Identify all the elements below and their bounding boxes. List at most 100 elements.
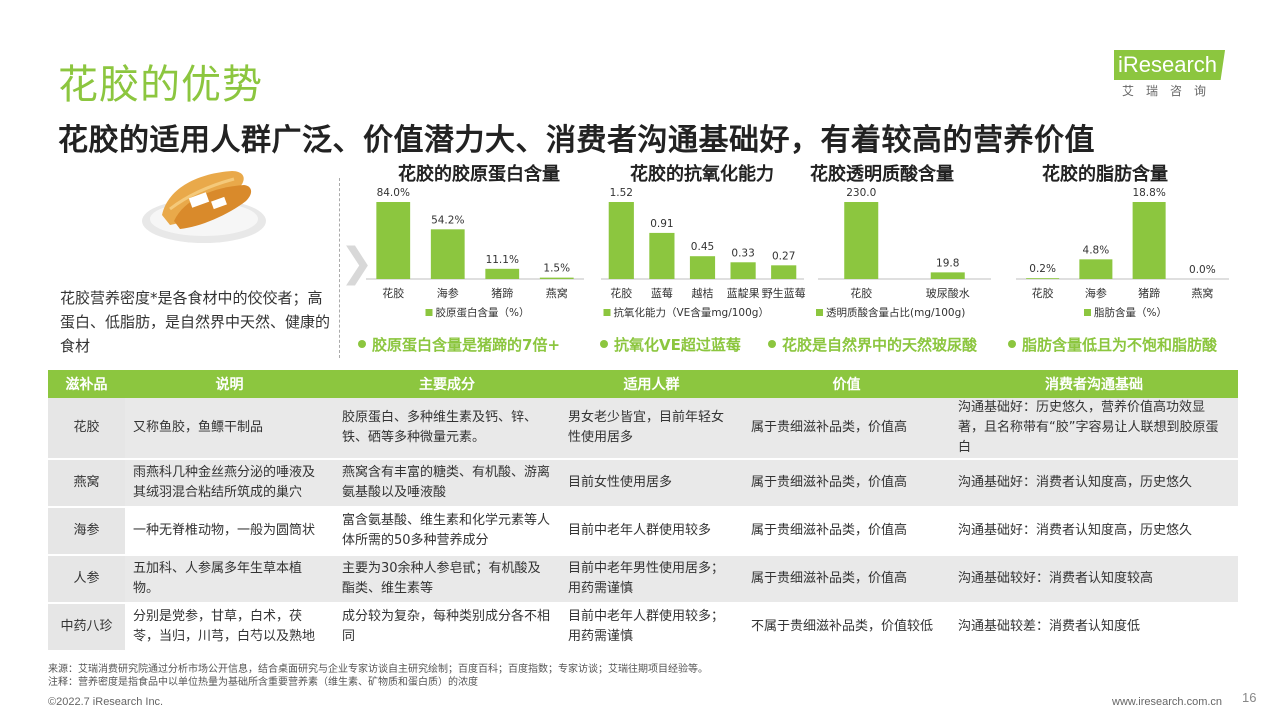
- table-cell: 花胶: [48, 398, 125, 460]
- table-cell: 目前中老年人群使用较多: [560, 507, 743, 556]
- column-header: 主要成分: [334, 370, 560, 398]
- table-header-row: 滋补品 说明 主要成分 适用人群 价值 消费者沟通基础: [48, 370, 1238, 398]
- table-cell: 目前中老年人群使用较多；用药需谨慎: [560, 603, 743, 652]
- legend-swatch: [1084, 309, 1091, 316]
- category-label: 花胶: [610, 286, 632, 300]
- column-header: 适用人群: [560, 370, 743, 398]
- table-cell: 属于贵细滋补品类，价值高: [743, 507, 950, 556]
- chart-title-antioxidant: 花胶的抗氧化能力: [630, 164, 774, 185]
- chart-title-hyaluronic: 花胶透明质酸含量: [810, 164, 954, 185]
- table-row: 人参 五加科、人参属多年生草本植物。 主要为30余种人参皂甙；有机酸及酯类、维生…: [48, 555, 1238, 604]
- category-label: 燕窝: [1191, 286, 1213, 300]
- table-cell: 男女老少皆宜，目前年轻女性使用居多: [560, 398, 743, 460]
- bar: [930, 272, 965, 279]
- chart-title-fat: 花胶的脂肪含量: [1042, 164, 1168, 185]
- fish-maw-image: [142, 171, 266, 243]
- bar: [689, 256, 716, 279]
- bar-value-label: 0.2%: [1029, 263, 1056, 275]
- page-title: 花胶的优势: [58, 62, 263, 108]
- bar-value-label: 84.0%: [377, 187, 410, 199]
- table-cell: 目前女性使用居多: [560, 459, 743, 508]
- legend-label: 透明质酸含量占比(mg/100g): [826, 306, 965, 319]
- logo-wordmark: iResearch: [1114, 50, 1226, 80]
- category-label: 花胶: [850, 286, 872, 300]
- category-label: 玻尿酸水: [926, 286, 970, 300]
- table-cell: 成分较为复杂，每种类别成分各不相同: [334, 603, 560, 652]
- bar-value-label: 19.8: [936, 257, 959, 269]
- bar-value-label: 0.33: [731, 247, 754, 259]
- category-label: 蓝莓: [651, 287, 673, 300]
- table-cell: 中药八珍: [48, 603, 125, 652]
- definition-note: 注释：营养密度是指食品中以单位热量为基础所含重要营养素（维生素、矿物质和蛋白质）…: [48, 677, 478, 688]
- logo-chinese-name: 艾瑞咨询: [1122, 84, 1219, 98]
- bar: [844, 202, 879, 279]
- category-label: 野生蓝莓: [762, 286, 806, 300]
- table-cell: 分别是党参，甘草，白术，茯苓，当归，川芎，白芍以及熟地: [125, 603, 334, 652]
- bar: [608, 202, 634, 279]
- bar-value-label: 230.0: [846, 187, 876, 199]
- table-cell: 沟通基础较好：消费者认知度较高: [950, 555, 1238, 604]
- table-cell: 燕窝含有丰富的糖类、有机酸、游离氨基酸以及唾液酸: [334, 459, 560, 508]
- category-label: 猪蹄: [491, 286, 513, 300]
- legend-label: 脂肪含量（%）: [1094, 306, 1167, 319]
- table-cell: 富含氨基酸、维生素和化学元素等人体所需的50多种营养成分: [334, 507, 560, 556]
- finding-hyaluronic: 花胶是自然界中的天然玻尿酸: [768, 334, 977, 355]
- legend-swatch: [816, 309, 823, 316]
- bar-value-label: 0.45: [691, 241, 714, 253]
- table-cell: 雨燕科几种金丝燕分泌的唾液及其绒羽混合粘结所筑成的巢穴: [125, 459, 334, 508]
- table-cell: 又称鱼胶，鱼鳔干制品: [125, 398, 334, 460]
- legend-label: 胶原蛋白含量（%）: [436, 306, 530, 319]
- legend-swatch: [603, 309, 611, 316]
- bar-value-label: 11.1%: [486, 254, 519, 266]
- column-header: 消费者沟通基础: [950, 370, 1238, 398]
- finding-fat: 脂肪含量低且为不饱和脂肪酸: [1008, 334, 1217, 355]
- bar: [730, 262, 756, 279]
- table-cell: 不属于贵细滋补品类，价值较低: [743, 603, 950, 652]
- bar: [771, 265, 797, 279]
- table-cell: 燕窝: [48, 459, 125, 508]
- finding-antioxidant: 抗氧化VE超过蓝莓: [600, 334, 741, 355]
- footer-notes: 来源：艾瑞消费研究院通过分析市场公开信息，结合桌面研究与企业专家访谈自主研究绘制…: [48, 663, 708, 689]
- table-cell: 一种无脊椎动物，一般为圆筒状: [125, 507, 334, 556]
- category-label: 燕窝: [546, 286, 568, 300]
- bar: [376, 202, 411, 279]
- category-label: 越桔: [692, 286, 714, 300]
- table-cell: 沟通基础好：消费者认知度高，历史悠久: [950, 459, 1238, 508]
- table-cell: 沟通基础好：消费者认知度高，历史悠久: [950, 507, 1238, 556]
- table-cell: 沟通基础好：历史悠久，营养价值高功效显著，且名称带有“胶”字容易让人联想到胶原蛋…: [950, 398, 1238, 460]
- table-cell: 目前中老年男性使用居多；用药需谨慎: [560, 555, 743, 604]
- bar-value-label: 0.0%: [1189, 264, 1216, 276]
- column-header: 价值: [743, 370, 950, 398]
- nutrition-density-text: 花胶营养密度*是各食材中的佼佼者；高蛋白、低脂肪，是自然界中天然、健康的食材: [60, 289, 331, 355]
- chevron-right-icon: ❯: [340, 240, 374, 286]
- section-divider: [339, 178, 340, 358]
- category-label: 花胶: [1032, 286, 1054, 300]
- source-note: 来源：艾瑞消费研究院通过分析市场公开信息，结合桌面研究与企业专家访谈自主研究绘制…: [48, 664, 708, 675]
- table-cell: 人参: [48, 555, 125, 604]
- bullet-icon: [1008, 339, 1016, 348]
- bar-value-label: 18.8%: [1132, 187, 1165, 199]
- column-header: 说明: [125, 370, 334, 398]
- bullet-icon: [358, 339, 366, 348]
- bar: [539, 277, 574, 279]
- table-row: 中药八珍 分别是党参，甘草，白术，茯苓，当归，川芎，白芍以及熟地 成分较为复杂，…: [48, 603, 1238, 652]
- bar: [430, 229, 465, 279]
- bullet-icon: [600, 339, 608, 348]
- table-row: 花胶 又称鱼胶，鱼鳔干制品 胶原蛋白、多种维生素及钙、锌、铁、硒等多种微量元素。…: [48, 398, 1238, 460]
- bar-value-label: 54.2%: [431, 214, 464, 226]
- antioxidant-bar-chart: 1.52 花胶 0.91 蓝莓 0.45 越桔 0.33 蓝靛果 0.27 野生蓝莓抗氧化能力（V…: [601, 187, 806, 319]
- website-link[interactable]: www.iresearch.com.cn: [1112, 696, 1223, 708]
- bar: [1132, 202, 1166, 279]
- tonic-comparison-table: 滋补品 说明 主要成分 适用人群 价值 消费者沟通基础 花胶 又称鱼胶，鱼鳔干制…: [48, 370, 1238, 652]
- page-subtitle: 花胶的适用人群广泛、价值潜力大、消费者沟通基础好，有着较高的营养价值: [58, 123, 1095, 158]
- bar-value-label: 4.8%: [1083, 244, 1110, 256]
- finding-collagen: 胶原蛋白含量是猪蹄的7倍+: [358, 334, 560, 355]
- iresearch-logo: iResearch 艾瑞咨询: [1114, 40, 1234, 102]
- bar-value-label: 0.27: [772, 250, 795, 262]
- bar: [649, 232, 675, 279]
- legend-label: 抗氧化能力（VE含量mg/100g）: [614, 306, 769, 319]
- table-cell: 属于贵细滋补品类，价值高: [743, 459, 950, 508]
- bar-value-label: 1.52: [610, 187, 633, 199]
